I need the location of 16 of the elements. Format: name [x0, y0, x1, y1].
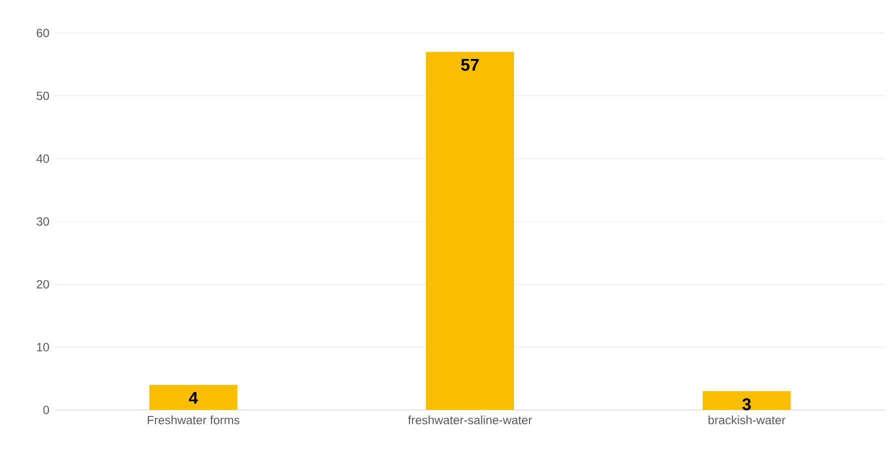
x-tick-label: freshwater-saline-water [408, 416, 532, 424]
bar [426, 52, 514, 410]
y-tick-label: 50 [36, 92, 50, 100]
x-tick-label: brackish-water [708, 416, 786, 424]
y-tick-label: 20 [36, 280, 50, 289]
data-label: 57 [461, 59, 479, 71]
data-label: 3 [742, 398, 751, 410]
data-label: 4 [188, 392, 198, 404]
y-tick-label: 40 [36, 154, 50, 163]
y-tick-label: 0 [43, 406, 50, 414]
y-tick-label: 60 [36, 28, 50, 38]
y-tick-label: 30 [36, 217, 50, 226]
y-tick-label: 10 [37, 342, 50, 352]
x-tick-label: Freshwater forms [148, 416, 240, 424]
bar [702, 391, 791, 410]
bar [149, 384, 238, 410]
